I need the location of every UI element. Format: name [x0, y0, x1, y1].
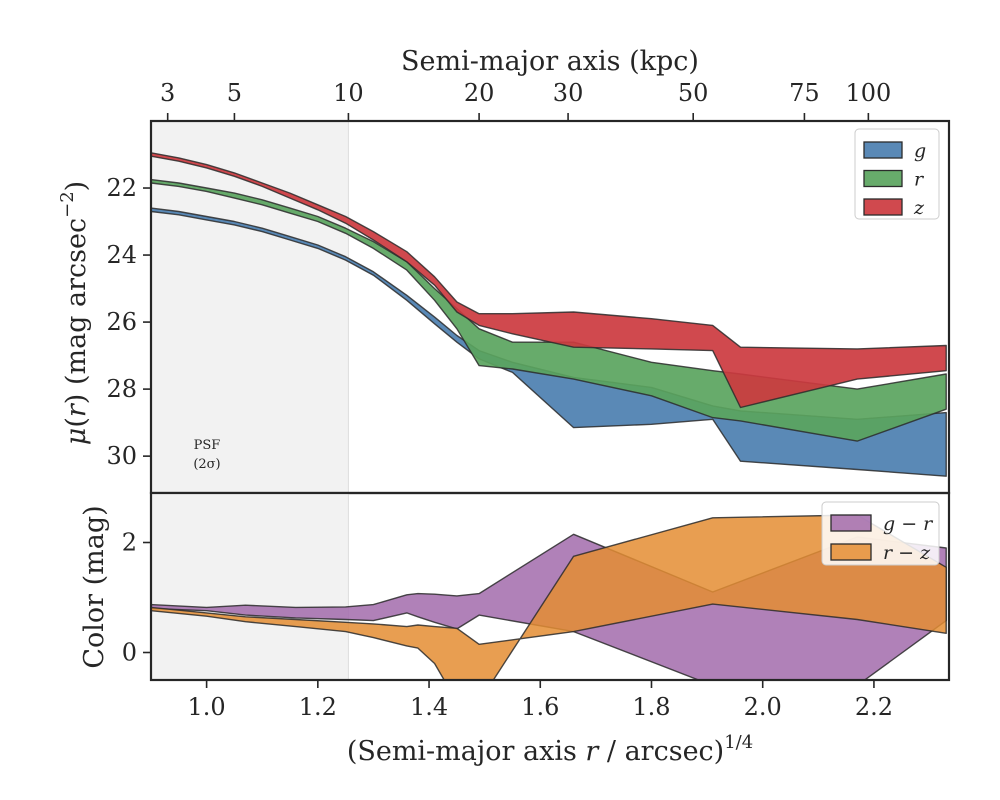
x-axis-title: (Semi-major axis r / arcsec)1/4	[347, 732, 753, 767]
y-tick-label: 26	[106, 308, 137, 336]
legend-swatch	[830, 514, 872, 532]
x-tick-label: 1.8	[632, 693, 670, 721]
x-tick-label: 1.4	[410, 693, 448, 721]
bottom-legend[interactable]: g − r r − z	[821, 501, 940, 566]
surface-brightness-panel: PSF (2σ) 22 24 26 28 30 3 5 10 20 30 50 75 100 grz	[106, 79, 951, 495]
x-axis-title-exponent: 1/4	[724, 732, 753, 753]
kpc-tick-label: 3	[160, 79, 175, 107]
y-axis-title-paren: (	[61, 417, 92, 428]
legend-swatch	[863, 141, 903, 159]
top-legend[interactable]: grz	[854, 128, 940, 220]
x-axis-title-mid: / arcsec)	[598, 736, 724, 767]
y-axis-title-close: )	[61, 181, 92, 192]
legend-label: z	[913, 197, 925, 219]
legend-label: g − r	[883, 513, 934, 535]
y-axis-title-r: r	[61, 402, 92, 417]
x-axis-title-prefix: (Semi-major axis	[347, 736, 586, 767]
top-axis-title: Semi-major axis (kpc)	[401, 46, 699, 77]
y-tick-label: 24	[106, 241, 137, 269]
y-tick-label: 30	[106, 442, 137, 470]
band-rz-1	[151, 514, 947, 680]
legend-swatch	[863, 169, 903, 188]
kpc-tick-label: 20	[464, 79, 495, 107]
y-axis-title-paren-close: )	[61, 394, 92, 405]
color-y-tick-label: 2	[122, 529, 137, 557]
legend-label: g	[914, 140, 926, 162]
legend-label: r	[914, 169, 925, 191]
bottom-y-axis-title: Color (mag)	[79, 505, 110, 668]
legend-swatch	[830, 543, 872, 561]
top-kpc-ticks: 3 5 10 20 30 50 75 100	[160, 79, 891, 121]
x-tick-label: 2.2	[855, 693, 893, 721]
kpc-tick-label: 100	[845, 79, 891, 107]
color-y-tick-label: 0	[122, 639, 137, 667]
top-y-ticks: 22 24 26 28 30	[106, 174, 151, 470]
band-z-2	[151, 152, 947, 409]
bottom-x-ticks: 1.0 1.2 1.4 1.6 1.8 2.0 2.2	[188, 680, 893, 721]
top-y-axis-title: μ(r) (mag arcsec−2)	[57, 181, 92, 445]
x-axis-title-variable: r	[585, 736, 600, 767]
bottom-panel-frame	[149, 491, 951, 682]
surface-brightness-series	[151, 152, 947, 477]
psf-label: PSF	[194, 438, 221, 453]
psf-shaded-region-color	[151, 493, 349, 680]
x-tick-label: 1.6	[521, 693, 559, 721]
psf-shaded-region	[151, 121, 349, 493]
bottom-y-ticks: 02	[122, 529, 151, 667]
y-axis-title-exponent: −2	[57, 191, 78, 218]
x-tick-label: 1.0	[188, 693, 226, 721]
kpc-tick-label: 50	[678, 79, 709, 107]
psf-sigma-label: (2σ)	[193, 457, 220, 472]
x-tick-label: 1.2	[299, 693, 337, 721]
y-tick-label: 22	[106, 174, 137, 202]
kpc-tick-label: 5	[227, 79, 242, 107]
kpc-tick-label: 10	[333, 79, 364, 107]
y-axis-title-units: (mag arcsec	[61, 218, 92, 394]
kpc-tick-label: 30	[553, 79, 584, 107]
x-tick-label: 2.0	[744, 693, 782, 721]
y-axis-title-mu: μ	[61, 428, 92, 446]
y-tick-label: 28	[106, 375, 137, 403]
band-g-0	[151, 207, 947, 477]
color-series	[151, 514, 947, 680]
legend-label: r − z	[883, 542, 931, 564]
legend-swatch	[863, 198, 903, 216]
kpc-tick-label: 75	[789, 79, 820, 107]
color-panel: 02 1.0 1.2 1.4 1.6 1.8 2.0 2.2 g − rr − z	[122, 491, 951, 721]
